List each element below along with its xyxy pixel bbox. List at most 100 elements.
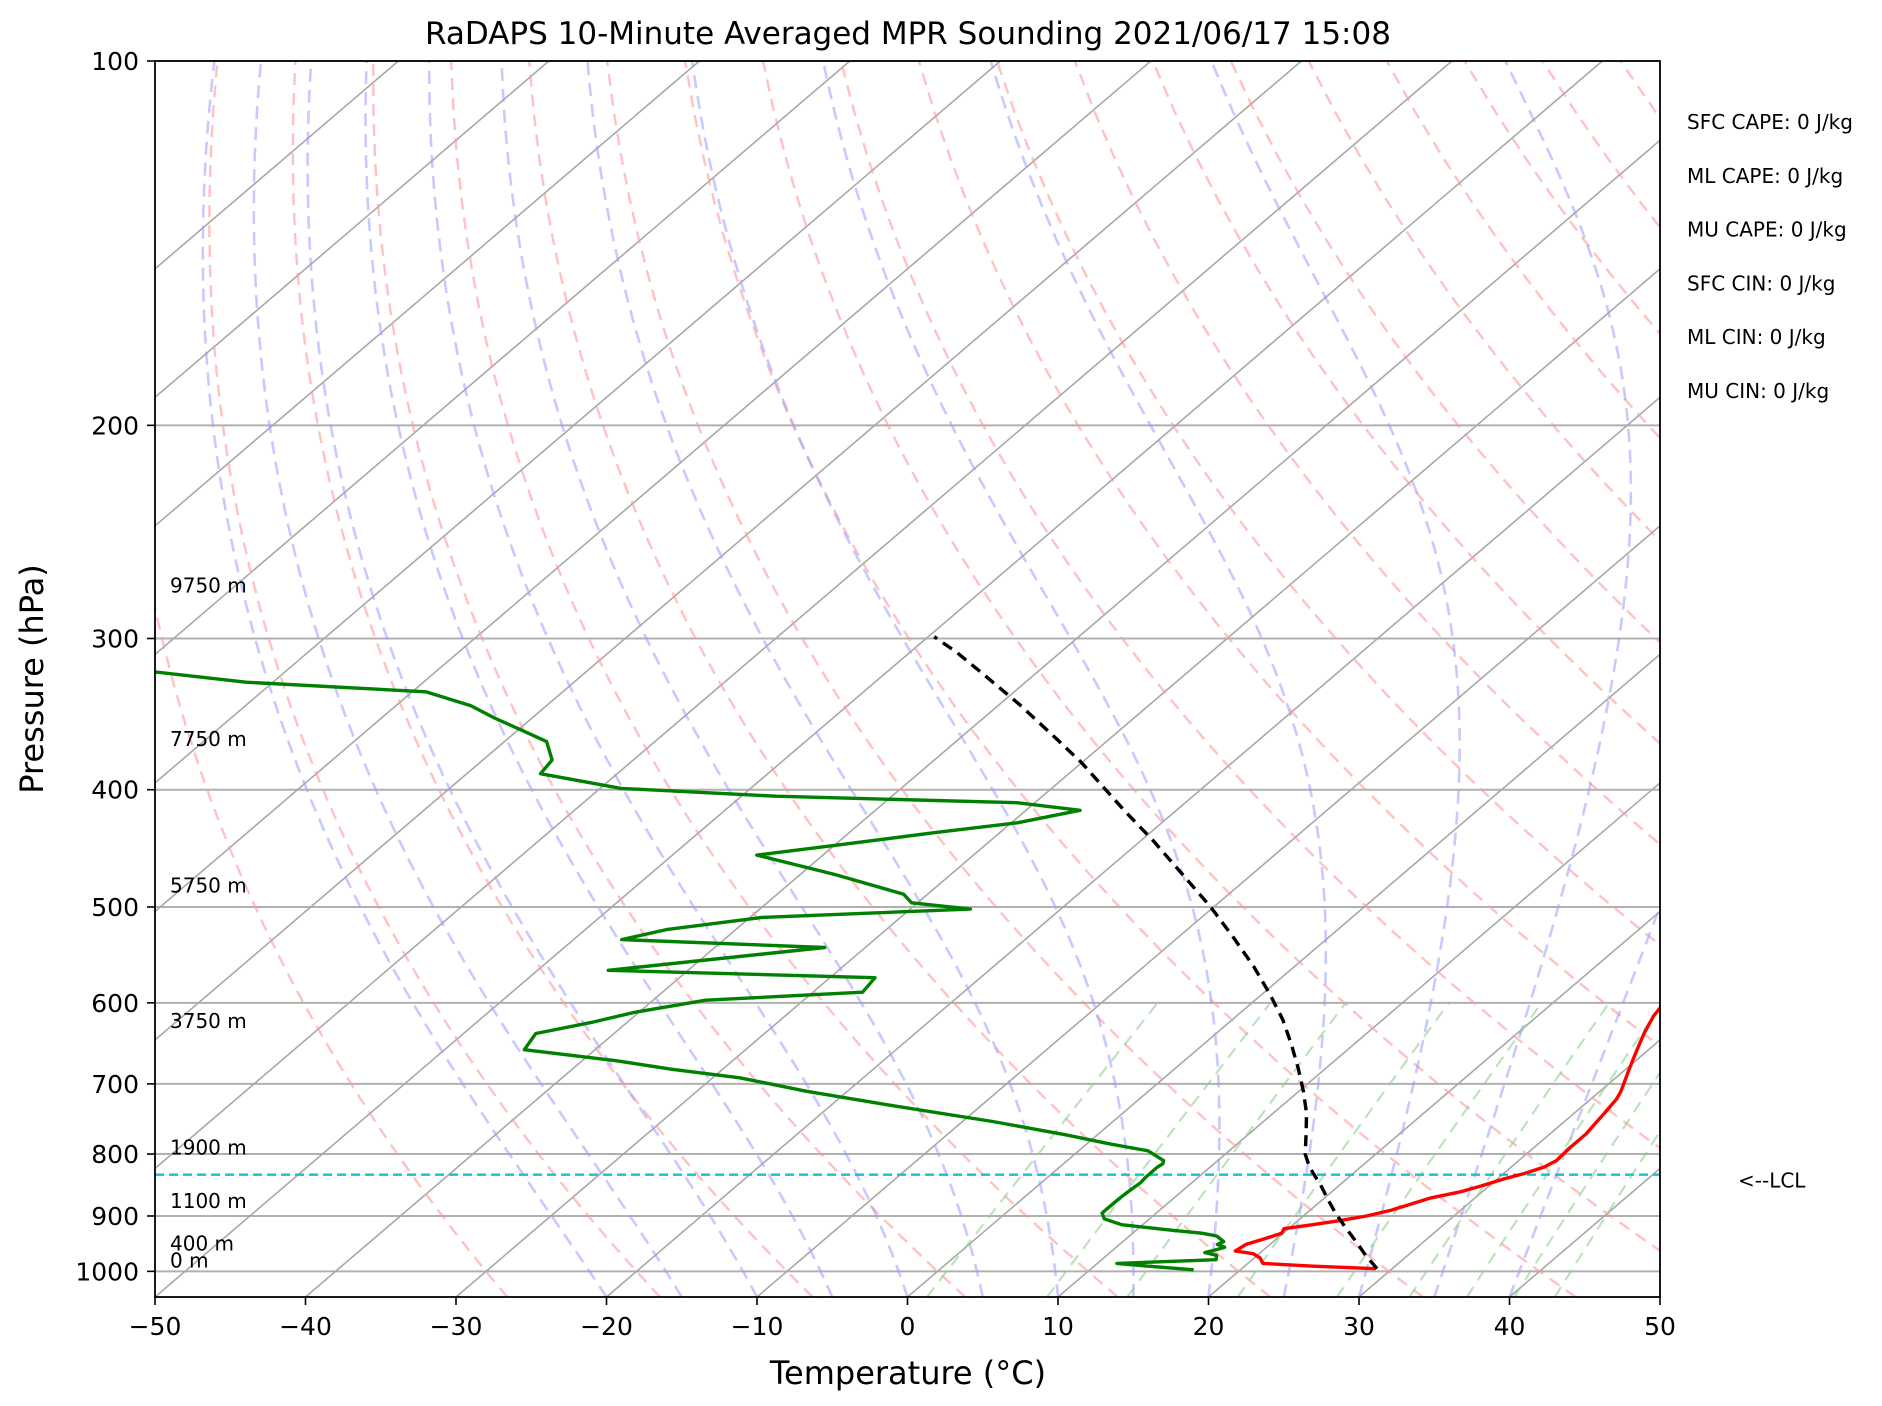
x-tick-label: 20: [1193, 1312, 1225, 1341]
dry-adiabat-line: [683, 61, 1577, 1297]
isotherm-line: [605, 396, 1660, 1297]
moist-adiabat-line: [1433, 61, 1633, 1297]
height-label: 5750 m: [170, 873, 247, 897]
isotherm-line: [155, 61, 1302, 1042]
height-label: 9750 m: [170, 574, 247, 598]
annotations: 9750 m 7750 m 5750 m 3750 m 1900 m 1100 m 400 …: [170, 110, 1853, 1272]
stability-index-label: MU CIN: 0 J/kg: [1687, 379, 1829, 403]
isotherm-line: [155, 61, 1152, 913]
isotherm-line: [1358, 1038, 1660, 1297]
isotherm-line: [1659, 1295, 1660, 1297]
dry-adiabat-line: [1854, 61, 1882, 1297]
stability-index-label: ML CAPE: 0 J/kg: [1687, 164, 1843, 188]
isotherm-line: [1057, 781, 1660, 1297]
mixing-ratio-line: [1553, 1129, 1660, 1297]
dry-adiabat-line: [528, 61, 1272, 1297]
x-tick-label: 50: [1644, 1312, 1676, 1341]
height-label: 0 m: [170, 1248, 209, 1272]
dry-adiabat-line: [995, 61, 1660, 947]
moist-adiabat-line: [690, 61, 1135, 1297]
dry-adiabat-line: [1776, 61, 1882, 1297]
height-label: 1100 m: [170, 1189, 247, 1213]
height-label: 400 m: [170, 1231, 234, 1255]
isotherm-line: [155, 61, 1603, 1297]
moist-adiabat-line: [989, 61, 1328, 1297]
isotherm-line: [155, 61, 851, 656]
isotherm-line: [155, 61, 1453, 1170]
y-tick-label: 200: [91, 411, 139, 440]
x-axis-label: Temperature (°C): [769, 1354, 1046, 1392]
y-tick-label: 700: [91, 1070, 139, 1099]
moist-adiabat-line: [306, 61, 759, 1297]
moist-adiabat-line: [586, 61, 1060, 1297]
dry-adiabat-line: [450, 61, 1119, 1297]
mixing-ratio-line: [1236, 1002, 1450, 1297]
x-tick-label: 40: [1494, 1312, 1526, 1341]
dry-adiabat-line: [1229, 61, 1660, 645]
isotherm-line: [155, 61, 399, 270]
isotherm-line: [155, 61, 1001, 784]
mixing-ratio-line: [1046, 1002, 1272, 1297]
dry-adiabat-line: [605, 61, 1424, 1297]
y-tick-label: 1000: [75, 1257, 139, 1286]
height-label: 7750 m: [170, 727, 247, 751]
dry-adiabat-line: [1463, 61, 1660, 336]
stability-index-label: ML CIN: 0 J/kg: [1687, 325, 1826, 349]
x-tick-label: 30: [1343, 1312, 1375, 1341]
y-tick-label: 600: [91, 989, 139, 1018]
x-tick-label: −50: [129, 1312, 182, 1341]
lcl-label: <--LCL: [1738, 1169, 1806, 1193]
height-label: 3750 m: [170, 1009, 247, 1033]
parcel-path-line: [933, 635, 1379, 1270]
stability-index-label: MU CAPE: 0 J/kg: [1687, 218, 1847, 242]
moist-adiabat-line: [201, 61, 608, 1297]
moist-adiabat-line: [500, 61, 985, 1297]
y-tick-label: 400: [91, 776, 139, 805]
dry-adiabat-line: [1699, 61, 1882, 1297]
stability-index-label: SFC CAPE: 0 J/kg: [1687, 110, 1853, 134]
moist-adiabat-line: [1508, 903, 1660, 1297]
y-axis-label: Pressure (hPa): [13, 564, 51, 794]
y-tick-label: 500: [91, 893, 139, 922]
x-tick-label: −30: [430, 1312, 483, 1341]
y-tick-label: 300: [91, 624, 139, 653]
temperature-profile-line: [1233, 1005, 1660, 1271]
dry-adiabat-line: [155, 601, 509, 1297]
dry-adiabat-line: [839, 61, 1660, 1150]
dry-adiabat-line: [761, 61, 1660, 1253]
sounding-traces: [155, 635, 1660, 1272]
dry-adiabat-line: [1151, 61, 1660, 746]
x-tick-label: 10: [1042, 1312, 1074, 1341]
moist-adiabat-line: [364, 61, 834, 1297]
mixing-ratio-line: [1465, 1004, 1660, 1297]
isotherm-line: [155, 61, 550, 399]
mixing-ratio-line: [1126, 1002, 1347, 1297]
plot-frame: [154, 60, 1661, 1298]
axes: −50 −40 −30 −20 −10 0 10 20 30 40 50 100 200 300 400 50…: [75, 47, 1676, 1341]
height-label: 1900 m: [170, 1136, 247, 1160]
stability-index-label: SFC CIN: 0 J/kg: [1687, 271, 1835, 295]
dry-adiabat-line: [372, 61, 967, 1297]
isotherm-line: [906, 653, 1660, 1297]
mixing-ratio-line: [1408, 1002, 1611, 1297]
isotherm-line: [1508, 1167, 1660, 1297]
moist-adiabat-line: [821, 61, 1221, 1297]
x-tick-label: −20: [580, 1312, 633, 1341]
isotherm-line: [155, 61, 700, 527]
x-tick-label: −40: [279, 1312, 332, 1341]
y-tick-label: 100: [91, 47, 139, 76]
y-tick-label: 800: [91, 1140, 139, 1169]
x-tick-label: −10: [731, 1312, 784, 1341]
isotherm-line: [455, 267, 1660, 1297]
dry-adiabat-line: [1541, 61, 1660, 230]
dewpoint-profile-line: [155, 670, 1227, 1272]
background-lines: [155, 61, 1882, 1297]
dry-adiabat-line: [1073, 61, 1660, 846]
y-tick-label: 900: [91, 1202, 139, 1231]
mixing-ratio-line: [926, 1002, 1159, 1297]
isotherm-line: [1207, 910, 1660, 1297]
chart-title: RaDAPS 10-Minute Averaged MPR Sounding 2…: [425, 16, 1391, 52]
mixing-ratio-line: [1336, 1002, 1543, 1297]
mixing-ratio-line: [1513, 1070, 1660, 1297]
